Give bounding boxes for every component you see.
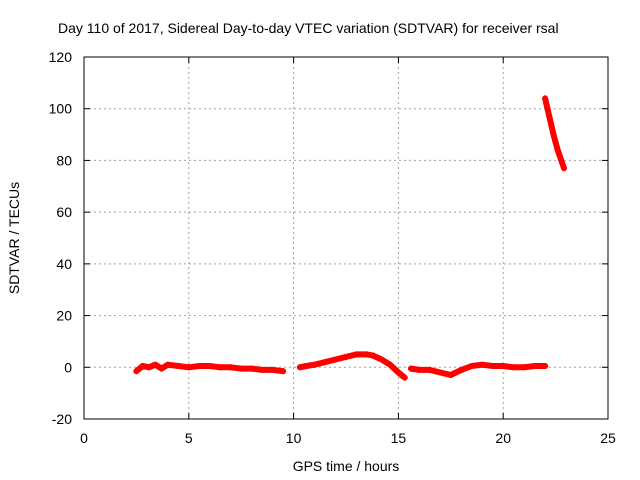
data-point bbox=[303, 362, 310, 369]
data-point bbox=[458, 366, 465, 373]
data-point bbox=[363, 351, 370, 358]
data-point bbox=[387, 361, 394, 368]
data-point bbox=[185, 364, 192, 371]
data-point bbox=[353, 351, 360, 358]
data-point bbox=[343, 353, 349, 360]
data-point bbox=[332, 356, 339, 363]
data-point bbox=[269, 366, 276, 373]
y-axis-label: SDTVAR / TECUs bbox=[6, 182, 22, 294]
y-tick-label: 120 bbox=[49, 49, 73, 65]
data-point bbox=[401, 374, 408, 381]
data-point bbox=[554, 147, 561, 154]
data-point bbox=[280, 368, 287, 375]
data-trace-1 bbox=[296, 351, 408, 381]
y-tick-label: -20 bbox=[52, 411, 72, 427]
data-point bbox=[542, 362, 549, 369]
data-point bbox=[145, 364, 152, 371]
x-tick-label: 10 bbox=[286, 430, 302, 446]
plot-frame bbox=[83, 56, 609, 420]
data-point bbox=[437, 369, 444, 376]
data-point bbox=[259, 366, 266, 373]
data-point bbox=[550, 131, 557, 138]
data-point bbox=[196, 362, 203, 369]
data-point bbox=[248, 365, 255, 372]
y-tick-label: 40 bbox=[56, 256, 72, 272]
data-series bbox=[133, 95, 567, 381]
data-point bbox=[370, 352, 377, 359]
data-point bbox=[395, 369, 402, 376]
data-point bbox=[521, 364, 528, 371]
chart-title: Day 110 of 2017, Sidereal Day-to-day VTE… bbox=[58, 20, 559, 36]
data-point bbox=[322, 359, 329, 366]
data-point bbox=[158, 365, 165, 372]
x-tick-label: 25 bbox=[600, 430, 616, 446]
y-tick-label: 20 bbox=[56, 308, 72, 324]
grid-lines bbox=[84, 57, 608, 419]
x-tick-label: 5 bbox=[185, 430, 193, 446]
data-point bbox=[238, 365, 245, 372]
data-point bbox=[217, 364, 224, 371]
data-point bbox=[139, 362, 146, 369]
data-point bbox=[227, 364, 234, 371]
data-point bbox=[560, 165, 567, 172]
y-tick-label: 60 bbox=[56, 204, 72, 220]
x-tick-label: 20 bbox=[495, 430, 511, 446]
data-point bbox=[296, 364, 303, 371]
data-point bbox=[152, 361, 159, 368]
data-point bbox=[416, 366, 423, 373]
data-point bbox=[175, 362, 182, 369]
y-tick-label: 0 bbox=[64, 359, 72, 375]
y-tick-label: 80 bbox=[56, 152, 72, 168]
x-tick-label: 0 bbox=[80, 430, 88, 446]
data-point bbox=[489, 362, 496, 369]
axis-ticks: 0 5 10 15 20 25 -20 0 20 40 60 80 100 120 bbox=[49, 49, 616, 446]
y-tick-label: 100 bbox=[49, 101, 73, 117]
data-point bbox=[378, 356, 385, 363]
data-point bbox=[311, 361, 318, 368]
data-point bbox=[531, 362, 538, 369]
data-point bbox=[447, 372, 454, 379]
data-point bbox=[479, 361, 486, 368]
data-point bbox=[133, 368, 140, 375]
data-point bbox=[510, 364, 517, 371]
data-point bbox=[546, 113, 553, 120]
x-axis-label: GPS time / hours bbox=[293, 458, 400, 474]
data-point bbox=[426, 366, 433, 373]
data-point bbox=[206, 362, 213, 369]
data-point bbox=[407, 365, 414, 372]
data-point bbox=[500, 362, 507, 369]
x-tick-label: 15 bbox=[391, 430, 407, 446]
data-point bbox=[468, 362, 475, 369]
data-point bbox=[164, 361, 171, 368]
data-point bbox=[542, 95, 549, 102]
